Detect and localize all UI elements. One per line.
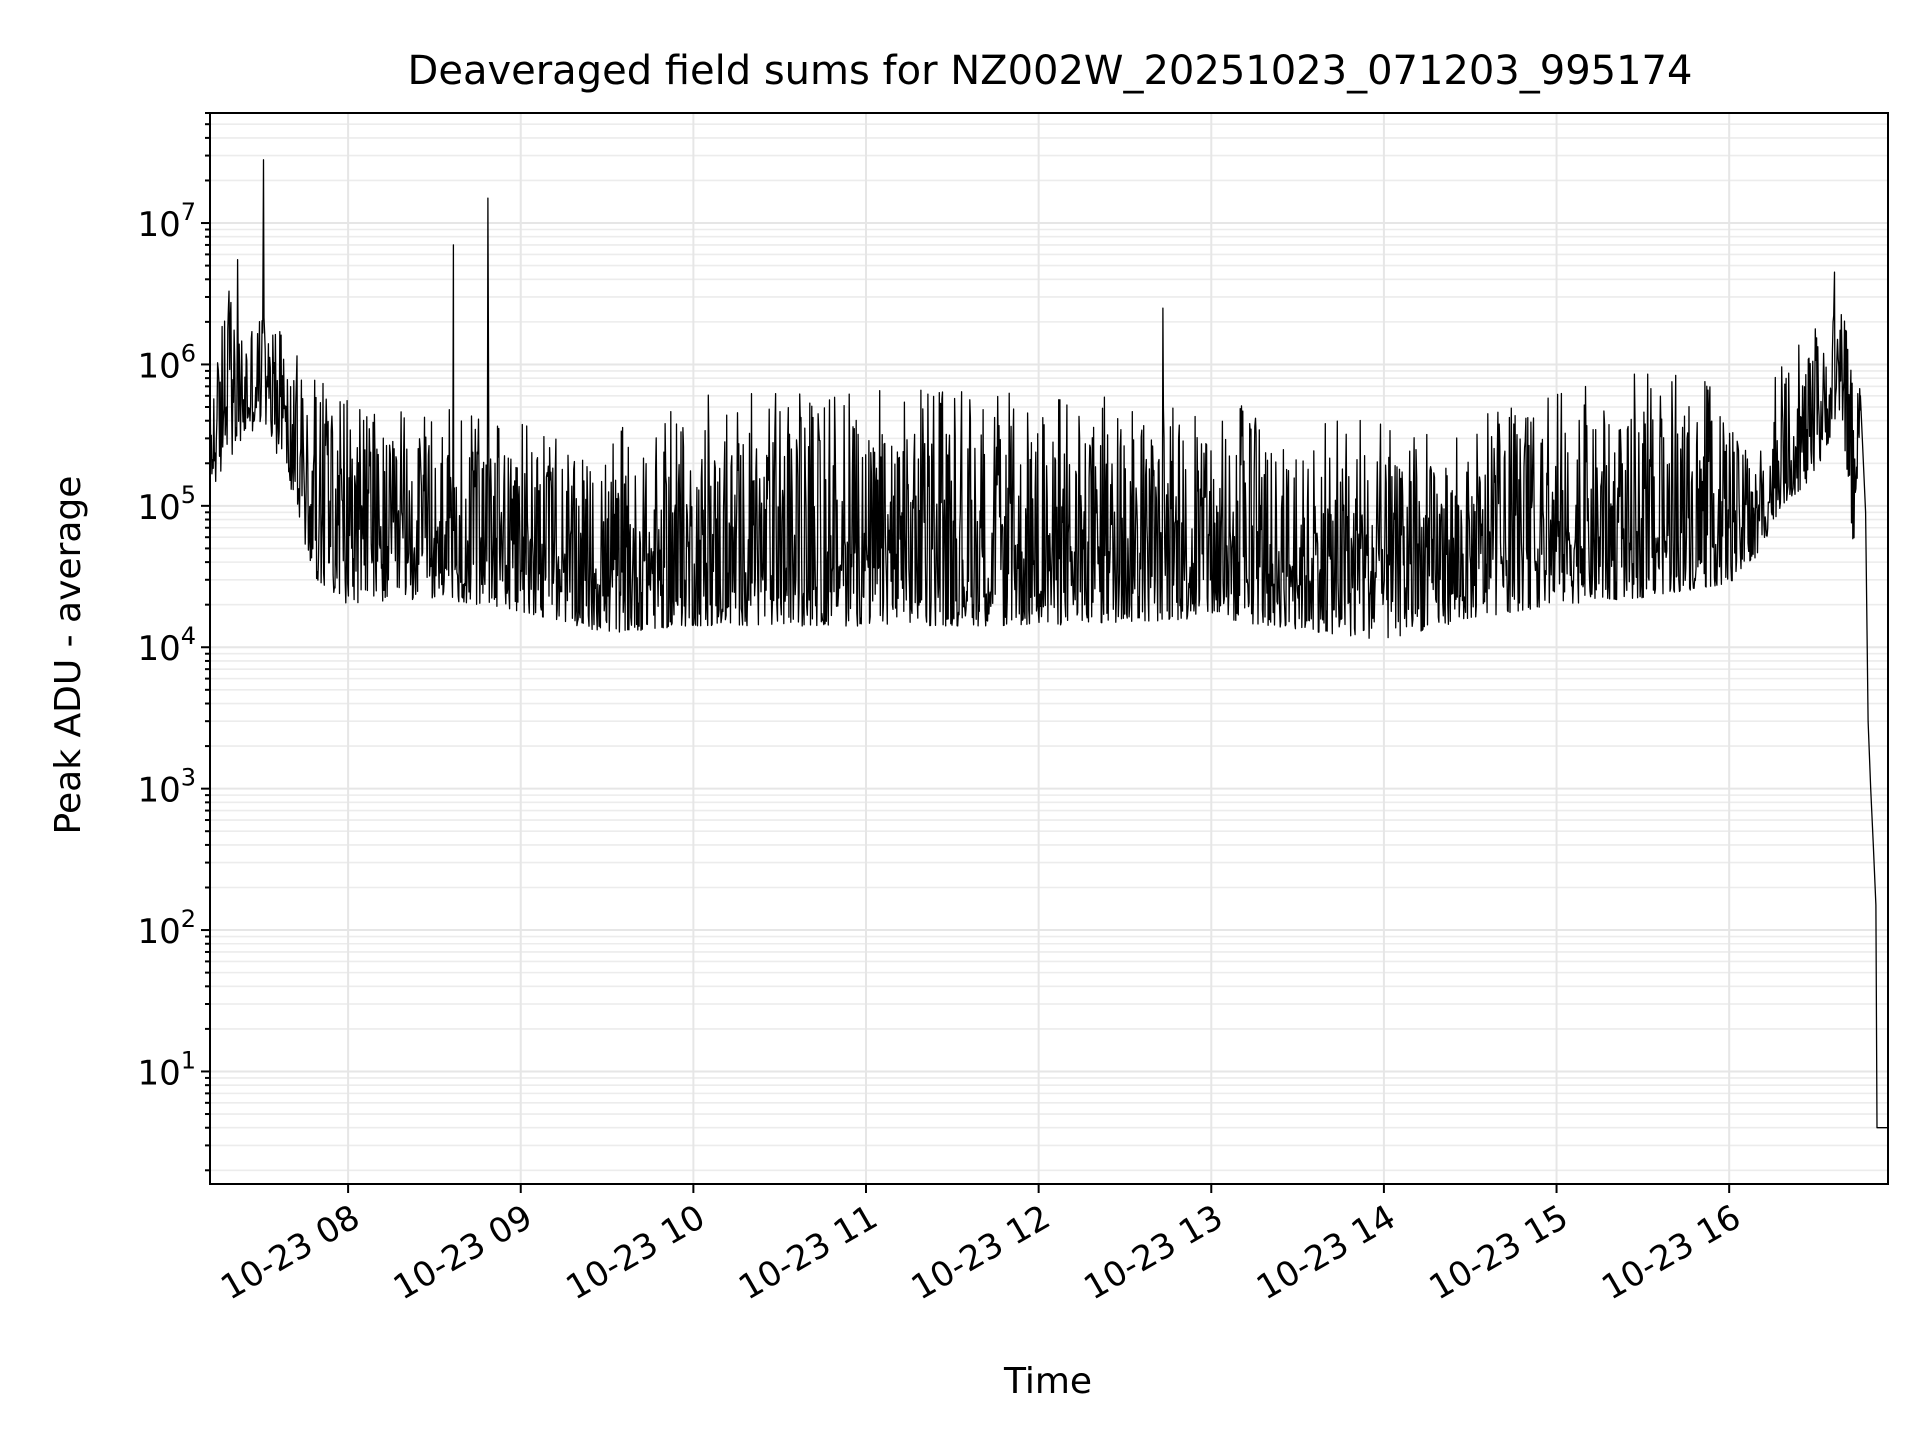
chart-title: Deaveraged field sums for NZ002W_2025102… bbox=[408, 48, 1693, 94]
y-tick-base: 10 bbox=[137, 629, 180, 669]
x-axis-label: Time bbox=[1003, 1361, 1092, 1402]
y-tick-label: 102 bbox=[137, 905, 196, 952]
y-tick-base: 10 bbox=[137, 346, 180, 386]
y-tick-label: 103 bbox=[137, 764, 196, 811]
y-tick-base: 10 bbox=[137, 205, 180, 245]
y-tick-label: 107 bbox=[137, 198, 196, 245]
y-tick-exponent: 5 bbox=[181, 481, 196, 509]
y-tick-exponent: 7 bbox=[181, 198, 196, 226]
major-gridlines bbox=[210, 113, 1888, 1184]
axes-frame bbox=[209, 112, 1889, 1185]
y-tick-exponent: 1 bbox=[181, 1046, 196, 1074]
y-tick-base: 10 bbox=[137, 912, 180, 952]
y-tick-base: 10 bbox=[137, 771, 180, 811]
y-tick-exponent: 2 bbox=[181, 905, 196, 933]
y-tick-base: 10 bbox=[137, 1053, 180, 1093]
y-tick-label: 104 bbox=[137, 622, 196, 669]
y-tick-label: 101 bbox=[137, 1046, 196, 1093]
y-tick-base: 10 bbox=[137, 488, 180, 528]
y-tick-label: 106 bbox=[137, 339, 196, 386]
y-tick-exponent: 6 bbox=[181, 339, 196, 367]
y-tick-label: 105 bbox=[137, 481, 196, 528]
series-line-peak-adu bbox=[209, 159, 1888, 1129]
data-series-layer bbox=[209, 159, 1888, 1129]
y-tick-exponent: 3 bbox=[181, 764, 196, 792]
y-tick-exponent: 4 bbox=[181, 622, 196, 650]
y-axis-label: Peak ADU - average bbox=[48, 476, 89, 835]
